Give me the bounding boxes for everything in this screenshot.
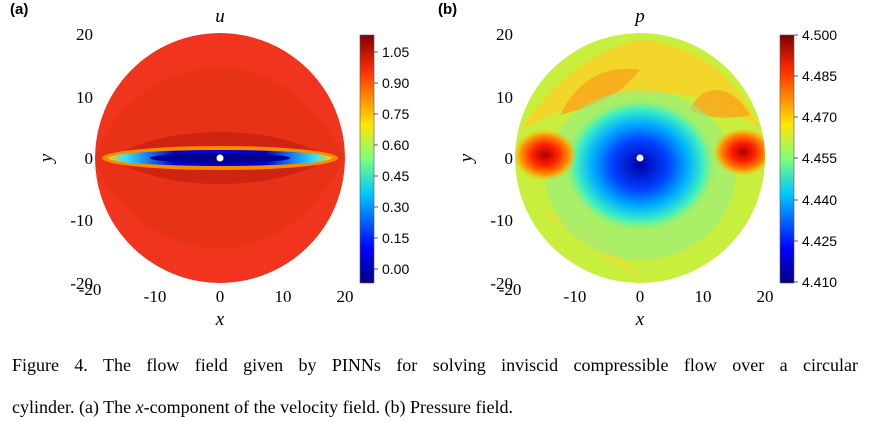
y-tick: -10 (70, 211, 93, 230)
panel-a-tag: (a) (10, 1, 28, 18)
figure-caption-line-1: Figure 4. The flow field given by PINNs … (12, 355, 858, 375)
colorbar-tick: 0.00 (382, 261, 409, 277)
cylinder-marker-b (636, 154, 644, 162)
colorbar-tick: 0.15 (382, 230, 409, 246)
colorbar-tick: 0.45 (382, 168, 409, 184)
panel-a-title: u (215, 6, 225, 27)
y-tick: 20 (496, 25, 513, 44)
panel-a: (a) u -20 -10 0 10 20 20 10 0 -10 -20 x … (10, 1, 409, 330)
colorbar-tick: 4.500 (802, 27, 837, 43)
y-tick: -20 (70, 274, 93, 293)
colorbar-tick: 4.470 (802, 109, 837, 125)
y-tick: 20 (76, 25, 93, 44)
x-tick: -10 (564, 287, 587, 306)
y-tick: 10 (76, 88, 93, 107)
y-axis-label: y (456, 153, 477, 164)
y-axis-label: y (36, 153, 57, 164)
colorbar-tick: 4.425 (802, 233, 837, 249)
figure: (a) u -20 -10 0 10 20 20 10 0 -10 -20 x … (10, 1, 837, 330)
y-tick: 10 (496, 88, 513, 107)
y-tick: 0 (85, 149, 94, 168)
y-tick: -20 (490, 274, 513, 293)
colorbar-tick: 4.485 (802, 68, 837, 84)
x-tick: 10 (275, 287, 292, 306)
colorbar-tick: 4.440 (802, 192, 837, 208)
x-tick: 0 (216, 287, 225, 306)
x-axis-label: x (215, 309, 225, 330)
colorbar-a: 1.05 0.90 0.75 0.60 0.45 0.30 0.15 0.00 (359, 34, 409, 284)
x-tick: -10 (144, 287, 167, 306)
x-axis-label: x (635, 309, 645, 330)
x-tick: 0 (636, 287, 645, 306)
panel-b: (b) p -20 -10 0 10 20 20 10 0 -10 -20 x (438, 1, 837, 330)
panel-b-tag: (b) (438, 1, 457, 18)
y-tick: -10 (490, 211, 513, 230)
colorbar-tick: 0.90 (382, 75, 409, 91)
y-tick: 0 (505, 149, 514, 168)
colorbar-b: 4.500 4.485 4.470 4.455 4.440 4.425 4.41… (779, 27, 837, 290)
colorbar-tick: 1.05 (382, 44, 409, 60)
caption-variable: x (135, 397, 144, 417)
panel-b-title: p (633, 6, 645, 27)
caption-text: cylinder. (a) The (12, 397, 136, 417)
cylinder-marker-a (216, 154, 224, 162)
figure-caption-line-2: cylinder. (a) The x-component of the vel… (12, 396, 858, 418)
colorbar-tick: 0.60 (382, 137, 409, 153)
x-tick: 20 (337, 287, 354, 306)
colorbar-tick: 4.455 (802, 150, 837, 166)
x-tick: -20 (499, 280, 522, 299)
panel-b-field (515, 33, 765, 283)
x-tick: 20 (757, 287, 774, 306)
colorbar-tick: 4.410 (802, 274, 837, 290)
colorbar-tick: 0.75 (382, 106, 409, 122)
colorbar-tick: 0.30 (382, 199, 409, 215)
caption-text: -component of the velocity field. (b) Pr… (143, 397, 514, 417)
x-tick: -20 (79, 280, 102, 299)
x-tick: 10 (695, 287, 712, 306)
